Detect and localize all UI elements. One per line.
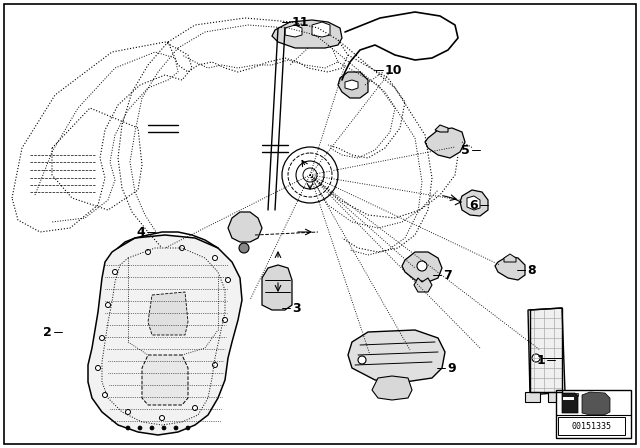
Circle shape xyxy=(159,415,164,421)
Circle shape xyxy=(179,246,184,250)
Bar xyxy=(558,417,625,435)
Bar xyxy=(556,390,631,438)
Circle shape xyxy=(99,336,104,340)
Circle shape xyxy=(282,147,338,203)
Polygon shape xyxy=(312,22,330,37)
Polygon shape xyxy=(563,397,574,400)
Text: 4: 4 xyxy=(136,225,145,238)
Polygon shape xyxy=(414,278,432,292)
Circle shape xyxy=(102,392,108,397)
Polygon shape xyxy=(495,256,525,280)
Circle shape xyxy=(303,168,317,182)
Text: 8: 8 xyxy=(527,263,536,276)
Text: 7: 7 xyxy=(443,268,452,281)
Polygon shape xyxy=(562,393,578,413)
Polygon shape xyxy=(345,80,358,90)
Circle shape xyxy=(225,277,230,283)
Circle shape xyxy=(174,426,178,430)
Circle shape xyxy=(212,255,218,260)
Circle shape xyxy=(186,426,190,430)
Polygon shape xyxy=(285,25,302,37)
Polygon shape xyxy=(425,128,465,158)
Circle shape xyxy=(193,405,198,410)
Polygon shape xyxy=(548,392,563,402)
Circle shape xyxy=(212,362,218,367)
Text: 3: 3 xyxy=(292,302,301,314)
Circle shape xyxy=(113,270,118,275)
Circle shape xyxy=(358,356,366,364)
Polygon shape xyxy=(467,196,480,210)
Text: 00151335: 00151335 xyxy=(572,422,611,431)
Text: 9: 9 xyxy=(447,362,456,375)
Circle shape xyxy=(145,250,150,254)
Circle shape xyxy=(417,261,427,271)
Circle shape xyxy=(138,426,142,430)
Polygon shape xyxy=(402,252,442,282)
Circle shape xyxy=(150,426,154,430)
Polygon shape xyxy=(460,190,488,216)
Text: 1: 1 xyxy=(536,353,545,366)
Polygon shape xyxy=(148,292,188,335)
Circle shape xyxy=(162,426,166,430)
Polygon shape xyxy=(372,376,412,400)
Polygon shape xyxy=(435,125,448,132)
Circle shape xyxy=(95,366,100,370)
Polygon shape xyxy=(525,392,540,402)
Polygon shape xyxy=(142,355,188,405)
Text: 10: 10 xyxy=(385,64,403,77)
Polygon shape xyxy=(528,308,565,395)
Circle shape xyxy=(126,426,130,430)
Polygon shape xyxy=(582,392,610,415)
Polygon shape xyxy=(228,212,262,242)
Polygon shape xyxy=(348,330,445,382)
Text: 6: 6 xyxy=(469,198,478,211)
Polygon shape xyxy=(88,235,242,435)
Polygon shape xyxy=(338,72,368,98)
Circle shape xyxy=(125,409,131,414)
Text: 11: 11 xyxy=(292,16,310,29)
Polygon shape xyxy=(504,254,516,262)
Circle shape xyxy=(296,161,324,189)
Text: 2: 2 xyxy=(44,326,52,339)
Polygon shape xyxy=(575,393,578,396)
Text: 5: 5 xyxy=(461,143,470,156)
Polygon shape xyxy=(272,20,342,48)
Circle shape xyxy=(532,354,540,362)
Circle shape xyxy=(106,302,111,307)
Polygon shape xyxy=(262,265,292,310)
Circle shape xyxy=(223,318,227,323)
Circle shape xyxy=(239,243,249,253)
